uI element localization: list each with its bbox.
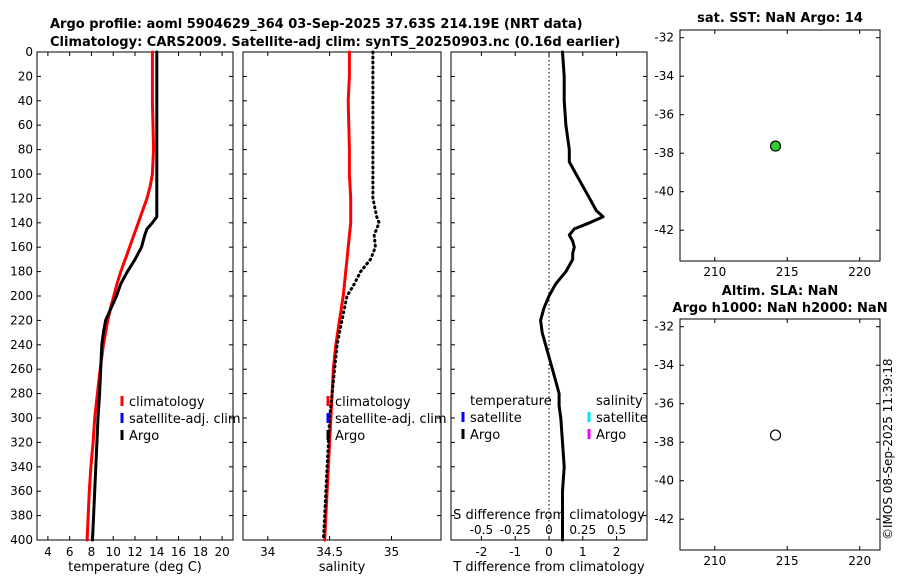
temperature-legend-entry: Argo	[129, 429, 159, 444]
salinity-xtick-label: 34	[260, 545, 275, 559]
temperature-axes-frame	[36, 51, 234, 541]
difference-panel: -2 -1 0 1 2T difference from climatology S di…	[450, 50, 648, 575]
s-difference-tick-label: 0.5	[607, 523, 626, 537]
depth-tick-label: 20	[18, 69, 33, 83]
difference-xtick-label: 0	[545, 545, 553, 559]
temperature-xtick-label: 4	[44, 545, 52, 559]
depth-tick-label: 100	[10, 167, 33, 181]
temperature-legend-entry: climatology	[129, 395, 205, 410]
salinity-xlabel: salinity	[319, 560, 366, 575]
depth-tick-label: 200	[10, 289, 33, 303]
legend-salinity-entry: Argo	[596, 428, 626, 443]
map-sst-title: sat. SST: NaN Argo: 14	[697, 11, 863, 26]
depth-tick-label: 120	[10, 191, 33, 205]
depth-tick-label: 0	[25, 45, 33, 59]
depth-tick-label: 300	[10, 411, 33, 425]
salinity-xtick-label: 34.5	[316, 545, 343, 559]
temperature-xtick-label: 8	[88, 545, 96, 559]
map_sst-axes-frame	[679, 29, 881, 262]
figure-title-line-1: Argo profile: aoml 5904629_364 03-Sep-20…	[50, 17, 583, 32]
legend-salinity-title: salinity	[596, 394, 643, 409]
salinity-legend-entry: Argo	[335, 429, 365, 444]
s-difference-label: S difference from climatology	[453, 508, 645, 523]
map_sst-lat-tick-label: -34	[654, 69, 674, 83]
map-sla-title-line-2: Argo h1000: NaN h2000: NaN	[672, 301, 887, 316]
temperature-series-climatology	[85, 50, 155, 542]
map_sla-lat-tick-label: -36	[654, 397, 674, 411]
map-sla-title: Altim. SLA: NaN	[722, 284, 838, 299]
legend-temperature-entry: Argo	[470, 428, 500, 443]
map_sla-lon-tick-label: 210	[703, 554, 726, 568]
temperature-xtick-label: 16	[171, 545, 186, 559]
temperature-xlabel: temperature (deg C)	[68, 560, 202, 575]
map_sla-profile-location-marker	[769, 429, 782, 441]
depth-tick-label: 80	[18, 143, 33, 157]
map_sla-lat-tick-label: -34	[654, 358, 674, 372]
temperature-series-argo	[91, 50, 159, 542]
difference-xtick-label: -2	[475, 545, 487, 559]
map_sst-profile-location-marker	[769, 140, 782, 152]
depth-tick-label: 160	[10, 240, 33, 254]
map_sst-lat-tick-label: -40	[654, 185, 674, 199]
map_sst-lat-tick-label: -42	[654, 223, 674, 237]
difference-series-t-difference	[539, 50, 605, 542]
temperature-legend-entry: satellite-adj. clim	[129, 412, 241, 427]
difference-xlabel: T difference from climatology	[452, 560, 645, 575]
depth-tick-label: 340	[10, 460, 33, 474]
temperature-panel: 0 20 40 60 80 100 120 140 160 180 200 220 240 260 280 3…	[10, 45, 241, 575]
depth-tick-label: 240	[10, 338, 33, 352]
depth-tick-label: 260	[10, 362, 33, 376]
s-difference-tick-label: 0	[545, 523, 553, 537]
salinity-xtick-label: 35	[384, 545, 399, 559]
figure-title-line-2: Climatology: CARS2009. Satellite-adj cli…	[50, 35, 620, 50]
map_sst-lon-tick-label: 210	[703, 265, 726, 279]
depth-tick-label: 60	[18, 118, 33, 132]
depth-tick-label: 180	[10, 265, 33, 279]
temperature-xtick-label: 10	[106, 545, 121, 559]
s-difference-tick-label: -0.25	[500, 523, 531, 537]
map_sla-lon-tick-label: 215	[776, 554, 799, 568]
depth-tick-label: 320	[10, 435, 33, 449]
depth-tick-label: 280	[10, 387, 33, 401]
salinity-legend-entry: climatology	[335, 395, 411, 410]
map_sla-panel: -32 -34 -36 -38 -40 -42 210 215 220 Altim. SLA: N…	[654, 284, 887, 568]
s-difference-tick-label: -0.5	[470, 523, 493, 537]
salinity-panel: 34 34.5 35 salinity climatology satellite-adj…	[242, 50, 447, 575]
map_sla-lon-tick-label: 220	[848, 554, 871, 568]
legend-temperature-entry: satellite	[470, 411, 522, 426]
salinity-series-argo	[321, 50, 381, 542]
difference-xtick-label: -1	[509, 545, 521, 559]
map_sst-lon-tick-label: 215	[776, 265, 799, 279]
s-difference-tick-label: 0.25	[569, 523, 596, 537]
temperature-xtick-label: 20	[214, 545, 229, 559]
map_sla-axes-frame	[679, 318, 881, 551]
depth-tick-label: 40	[18, 94, 33, 108]
depth-tick-label: 360	[10, 484, 33, 498]
legend-salinity-entry: satellite	[596, 411, 648, 426]
map_sla-lat-tick-label: -32	[654, 320, 674, 334]
temperature-xtick-label: 14	[149, 545, 164, 559]
map_sst-lat-tick-label: -38	[654, 146, 674, 160]
temperature-xtick-label: 6	[66, 545, 74, 559]
salinity-legend-entry: satellite-adj. clim	[335, 412, 447, 427]
depth-tick-label: 400	[10, 533, 33, 547]
map_sla-lat-tick-label: -40	[654, 474, 674, 488]
legend-temperature-title: temperature	[470, 394, 552, 409]
map_sst-lat-tick-label: -36	[654, 108, 674, 122]
map_sla-lat-tick-label: -42	[654, 512, 674, 526]
map_sst-panel: -32 -34 -36 -38 -40 -42 210 215 220 sat. SST: NaN…	[654, 11, 881, 279]
depth-tick-label: 380	[10, 509, 33, 523]
temperature-xtick-label: 18	[193, 545, 208, 559]
depth-tick-label: 140	[10, 216, 33, 230]
temperature-xtick-label: 12	[127, 545, 142, 559]
map_sla-lat-tick-label: -38	[654, 435, 674, 449]
salinity-series-climatology	[323, 50, 353, 542]
watermark: ©IMOS 08-Sep-2025 11:39:18	[881, 358, 895, 540]
difference-xtick-label: 2	[613, 545, 621, 559]
depth-tick-label: 220	[10, 313, 33, 327]
map_sst-lon-tick-label: 220	[848, 265, 871, 279]
map_sst-lat-tick-label: -32	[654, 31, 674, 45]
difference-xtick-label: 1	[579, 545, 587, 559]
